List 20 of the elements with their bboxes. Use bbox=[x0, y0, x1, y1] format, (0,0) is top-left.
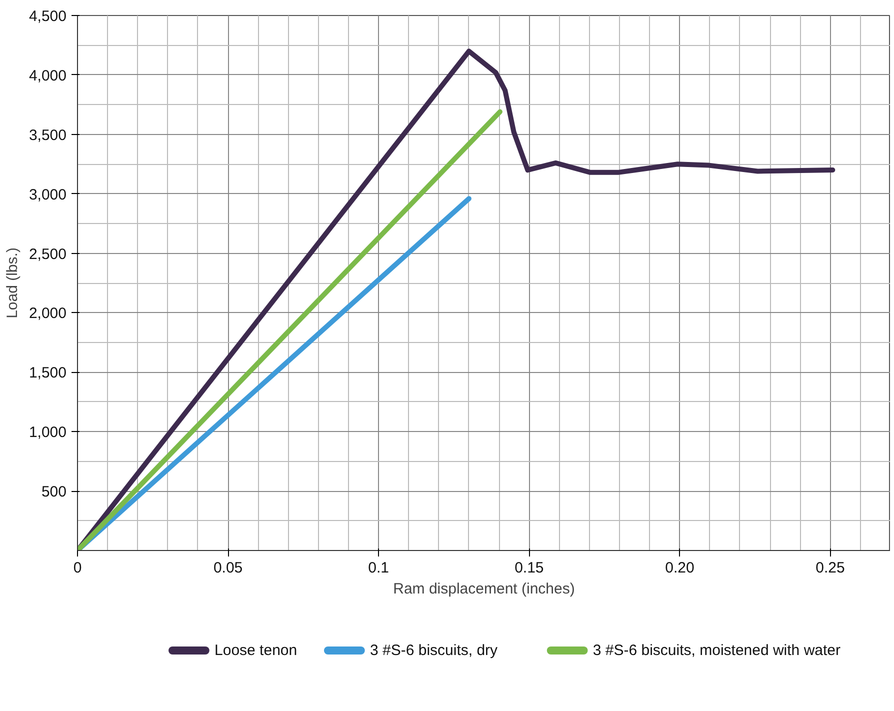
y-tick-label: 2,500 bbox=[28, 246, 67, 263]
x-tick-label: 0.25 bbox=[816, 560, 845, 576]
y-tick-label: 500 bbox=[41, 484, 67, 501]
legend-label: 3 #S-6 biscuits, dry bbox=[370, 642, 498, 659]
legend-label: Loose tenon bbox=[214, 642, 298, 659]
y-tick-label: 1,000 bbox=[28, 424, 67, 442]
x-tick-label: 0.20 bbox=[665, 560, 694, 576]
y-tick-label: 2,000 bbox=[28, 305, 67, 322]
legend-label: 3 #S-6 biscuits, moistened with water bbox=[592, 642, 841, 659]
x-tick-label: 0.15 bbox=[514, 560, 544, 576]
y-axis-title: Load (lbs.) bbox=[4, 248, 21, 318]
y-tick-label: 4,500 bbox=[28, 8, 67, 25]
x-tick-label: 0.05 bbox=[213, 560, 243, 576]
x-axis-title: Ram displacement (inches) bbox=[393, 580, 575, 598]
y-tick-label: 3,000 bbox=[28, 186, 67, 204]
x-tick-label: 0.1 bbox=[368, 560, 390, 576]
x-tick-label: 0 bbox=[73, 560, 82, 576]
y-tick-label: 1,500 bbox=[28, 364, 67, 382]
y-tick-label: 4,000 bbox=[28, 67, 67, 84]
y-tick-label: 3,500 bbox=[28, 126, 67, 144]
